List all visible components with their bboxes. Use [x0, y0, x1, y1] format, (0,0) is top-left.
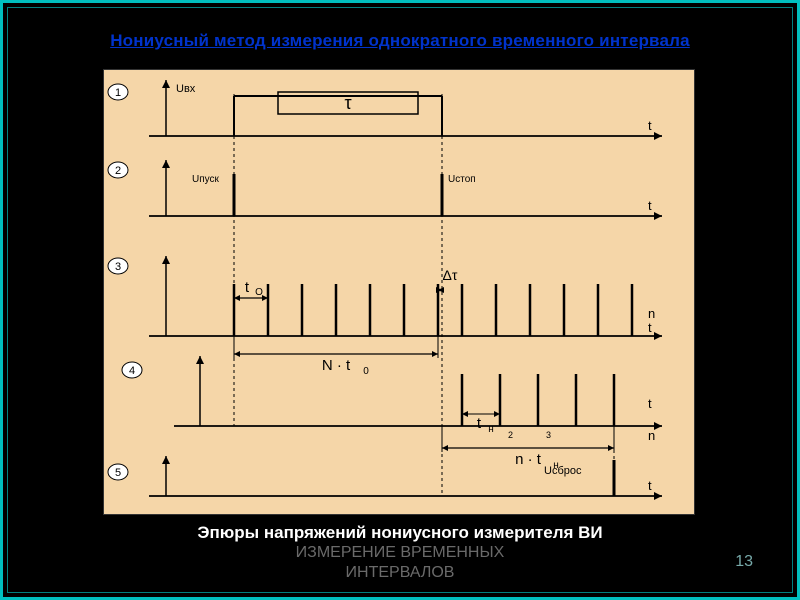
svg-text:t: t — [648, 118, 652, 133]
page-number: 13 — [735, 553, 753, 571]
svg-text:τ: τ — [344, 93, 351, 113]
slide-title: Нониусный метод измерения однократного в… — [3, 31, 797, 51]
svg-text:Uвх: Uвх — [176, 83, 196, 95]
svg-text:2: 2 — [115, 165, 121, 177]
svg-text:Uстоп: Uстоп — [448, 174, 476, 185]
svg-text:5: 5 — [115, 467, 121, 479]
svg-text:O: O — [255, 287, 263, 298]
svg-text:н: н — [488, 424, 494, 435]
svg-text:n · t: n · t — [515, 451, 542, 468]
watermark: ИЗМЕРЕНИЕ ВРЕМЕННЫХ ИНТЕРВАЛОВ — [3, 543, 797, 583]
svg-text:t: t — [477, 415, 482, 432]
svg-text:0: 0 — [363, 366, 369, 377]
watermark-line1: ИЗМЕРЕНИЕ ВРЕМЕННЫХ — [3, 543, 797, 563]
svg-text:2: 2 — [508, 430, 513, 440]
svg-text:1: 1 — [115, 87, 121, 99]
svg-text:3: 3 — [546, 430, 551, 440]
timing-diagram: 1tUвхτ2tUпускUстоп3tntOΔτN · t04tntн23n … — [103, 69, 695, 515]
svg-text:t: t — [648, 478, 652, 493]
svg-text:3: 3 — [115, 261, 121, 273]
svg-text:Uсброс: Uсброс — [544, 465, 582, 477]
svg-text:t: t — [245, 279, 250, 296]
svg-text:t: t — [648, 320, 652, 335]
watermark-line2: ИНТЕРВАЛОВ — [3, 563, 797, 583]
svg-text:4: 4 — [129, 365, 135, 377]
svg-text:Uпуск: Uпуск — [192, 174, 220, 185]
svg-text:n: n — [648, 306, 655, 321]
svg-text:t: t — [648, 396, 652, 411]
slide: Нониусный метод измерения однократного в… — [0, 0, 800, 600]
diagram-caption: Эпюры напряжений нониусного измерителя В… — [3, 523, 797, 543]
svg-text:Δτ: Δτ — [443, 267, 458, 283]
svg-text:N · t: N · t — [322, 357, 351, 374]
svg-text:t: t — [648, 198, 652, 213]
svg-text:n: n — [648, 428, 655, 443]
